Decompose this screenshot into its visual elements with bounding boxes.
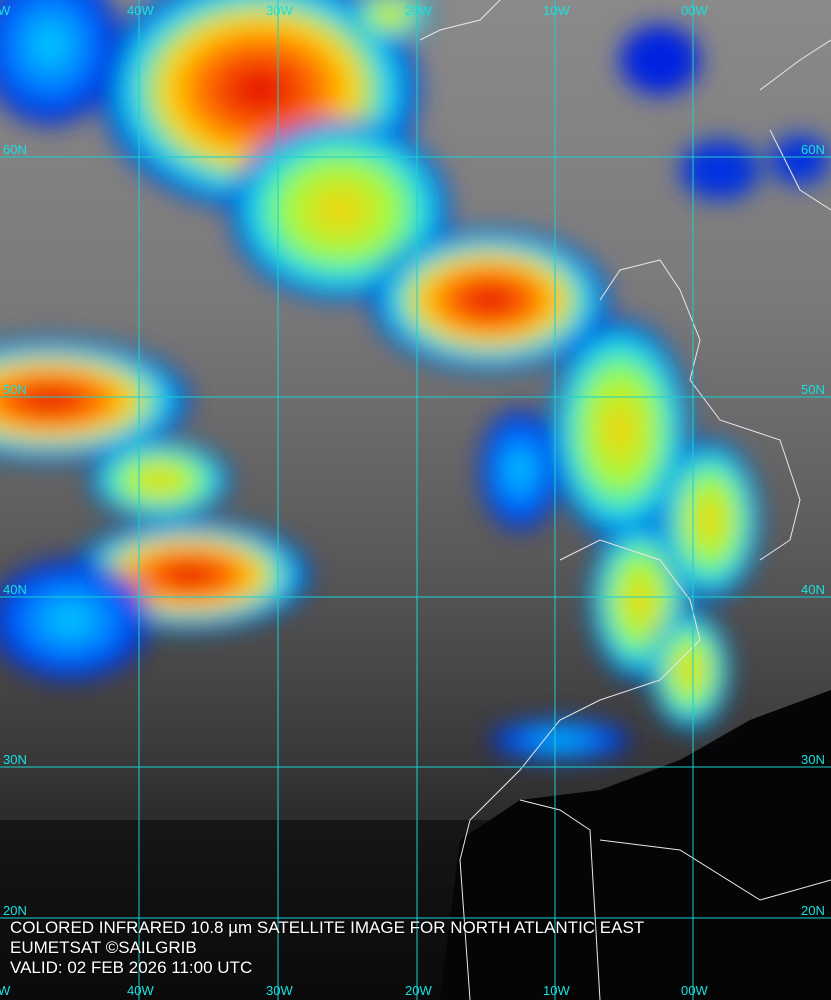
caption-valid-time: VALID: 02 FEB 2026 11:00 UTC — [10, 958, 253, 977]
bottom-lon-label: 10W — [543, 983, 570, 998]
left-lat-label: 50N — [3, 382, 27, 397]
cloud-systems — [0, 0, 830, 760]
top-lon-label: 40W — [127, 3, 154, 18]
bottom-lon-label: W — [0, 983, 11, 998]
right-lat-label: 20N — [801, 903, 825, 918]
top-lon-label: W — [0, 3, 11, 18]
coastlines — [419, 0, 831, 1000]
right-lat-label: 30N — [801, 752, 825, 767]
bottom-lon-label: 30W — [266, 983, 293, 998]
caption-title: COLORED INFRARED 10.8 µm SATELLITE IMAGE… — [10, 918, 645, 937]
right-lat-label: 60N — [801, 142, 825, 157]
left-lat-label: 40N — [3, 582, 27, 597]
bottom-lon-label: 00W — [681, 983, 708, 998]
top-lon-label: 20W — [405, 3, 432, 18]
bottom-lon-label: 20W — [405, 983, 432, 998]
caption-source: EUMETSAT ©SAILGRIB — [10, 938, 197, 957]
left-lat-label: 60N — [3, 142, 27, 157]
right-lat-label: 50N — [801, 382, 825, 397]
top-lon-label: 30W — [266, 3, 293, 18]
top-lon-label: 00W — [681, 3, 708, 18]
top-lon-label: 10W — [543, 3, 570, 18]
left-lat-label: 20N — [3, 903, 27, 918]
bottom-lon-label: 40W — [127, 983, 154, 998]
right-lat-label: 40N — [801, 582, 825, 597]
left-lat-label: 30N — [3, 752, 27, 767]
